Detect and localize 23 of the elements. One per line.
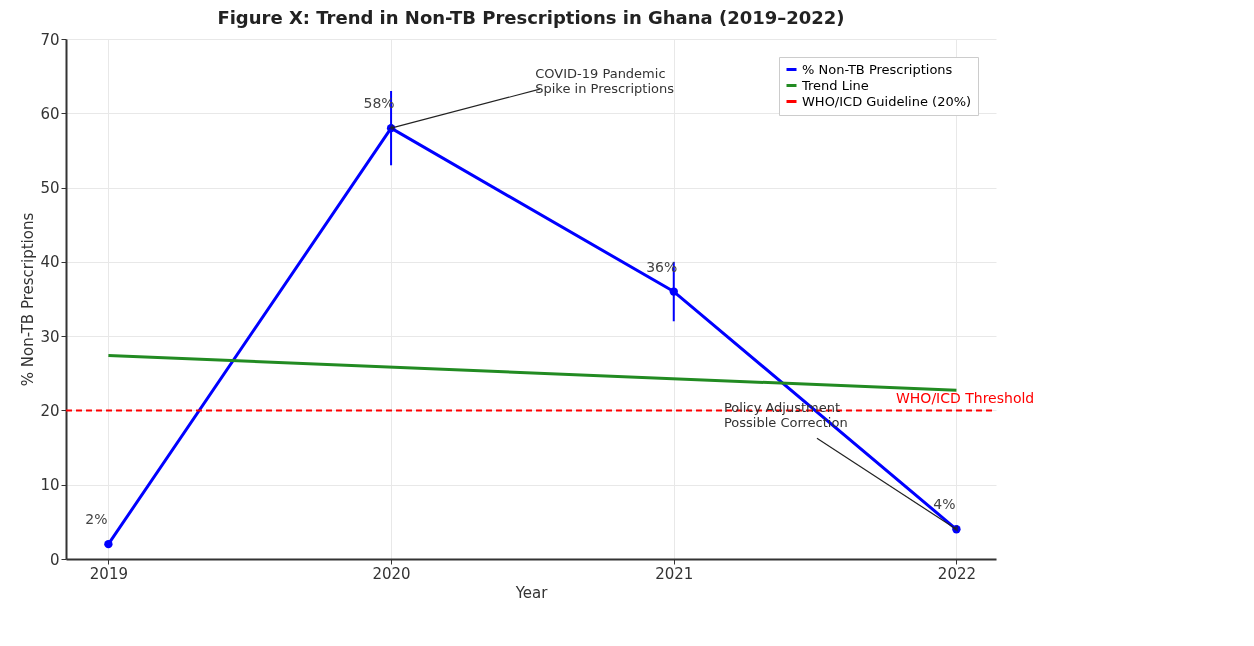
y-tick-label: 0 bbox=[49, 550, 60, 569]
y-tick-label: 70 bbox=[40, 30, 60, 49]
annotation: WHO/ICD Threshold bbox=[896, 390, 1035, 407]
y-tick-label: 10 bbox=[40, 476, 60, 495]
legend-label: % Non-TB Prescriptions bbox=[802, 61, 953, 77]
y-tick-label: 40 bbox=[40, 253, 60, 272]
legend-label: WHO/ICD Guideline (20%) bbox=[802, 93, 972, 109]
data-label: 4% bbox=[933, 496, 956, 513]
annotation: COVID-19 Pandemic Spike in Prescriptions bbox=[535, 66, 675, 97]
x-tick-label: 2020 bbox=[372, 564, 411, 583]
x-tick-label: 2021 bbox=[655, 564, 694, 583]
chart-title: Figure X: Trend in Non-TB Prescriptions in Ghana (2019–2022) bbox=[217, 7, 845, 28]
x-tick-label: 2022 bbox=[937, 564, 977, 583]
legend-label: Trend Line bbox=[801, 77, 869, 93]
data-label: 2% bbox=[85, 511, 108, 528]
y-tick-label: 50 bbox=[40, 179, 60, 198]
y-tick-label: 60 bbox=[40, 104, 60, 123]
y-tick-label: 20 bbox=[40, 401, 60, 420]
x-tick-label: 2019 bbox=[89, 564, 128, 583]
point bbox=[104, 539, 113, 549]
y-axis-title: % Non-TB Prescriptions bbox=[19, 212, 38, 387]
x-axis-title: Year bbox=[514, 583, 549, 602]
y-tick-label: 30 bbox=[40, 327, 60, 346]
